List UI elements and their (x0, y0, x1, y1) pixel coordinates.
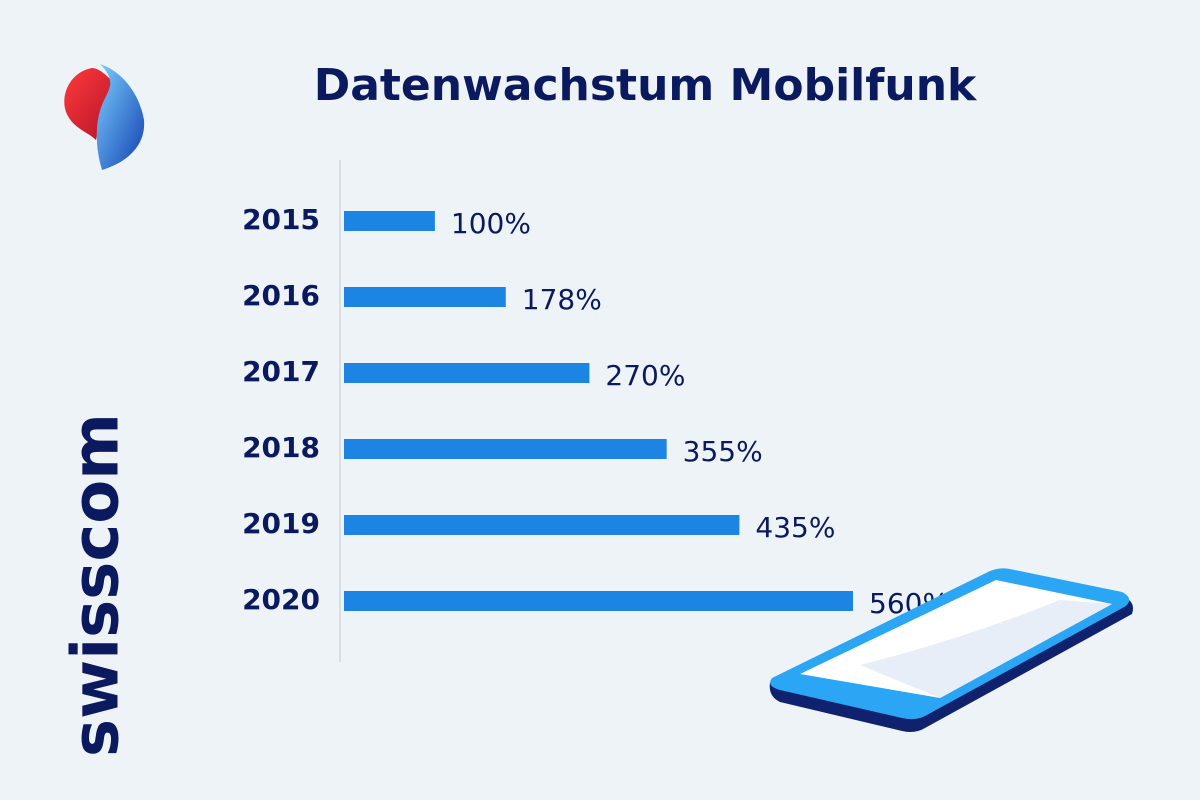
bar (344, 363, 590, 383)
bar (344, 287, 506, 307)
value-label: 355% (683, 435, 763, 468)
y-tick-label: 2019 (242, 507, 320, 540)
logo (64, 64, 145, 170)
value-label: 270% (605, 359, 685, 392)
bar (344, 439, 667, 459)
y-tick-label: 2018 (242, 431, 320, 464)
value-label: 435% (755, 511, 835, 544)
bar (344, 515, 740, 535)
bars: 2015 100% 2016 178% 2017 270% 2018 355% 2019 435%… (242, 203, 949, 620)
y-tick-label: 2020 (242, 583, 320, 616)
y-tick-label: 2017 (242, 355, 320, 388)
y-tick-label: 2015 (242, 203, 320, 236)
value-label: 178% (522, 283, 602, 316)
y-tick-label: 2016 (242, 279, 320, 312)
brand: swisscom (60, 413, 134, 757)
bar (344, 591, 853, 611)
phone (769, 568, 1133, 732)
chart-title: Datenwachstum Mobilfunk (314, 60, 978, 111)
value-label: 100% (451, 207, 531, 240)
bar (344, 211, 435, 231)
